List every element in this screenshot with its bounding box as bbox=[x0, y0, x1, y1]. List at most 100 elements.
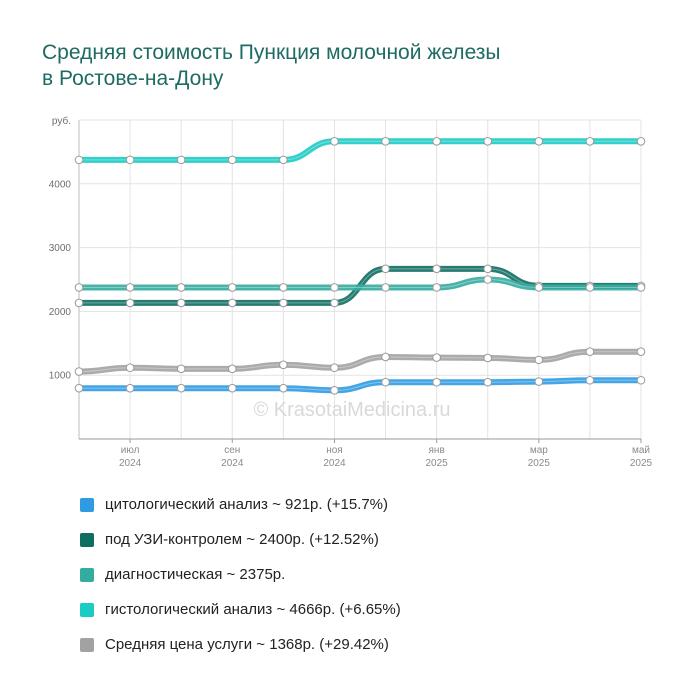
data-point[interactable] bbox=[483, 137, 493, 146]
data-point[interactable] bbox=[381, 264, 390, 274]
data-point[interactable] bbox=[330, 137, 339, 146]
chart-title-line-2: в Ростове-на-Дону bbox=[42, 67, 224, 90]
legend-swatch bbox=[80, 602, 94, 617]
series-5 bbox=[74, 347, 646, 376]
data-point[interactable] bbox=[125, 283, 135, 292]
data-point[interactable] bbox=[279, 383, 288, 393]
legend-item[interactable]: цитологический анализ ~ 921р. (+15.7%) bbox=[80, 487, 401, 522]
data-point[interactable] bbox=[432, 353, 441, 362]
data-point[interactable] bbox=[176, 283, 186, 292]
data-point[interactable] bbox=[483, 353, 493, 363]
series-lines bbox=[74, 137, 646, 395]
data-point[interactable] bbox=[585, 283, 595, 292]
data-point[interactable] bbox=[227, 383, 237, 393]
x-tick-label-month: янв bbox=[429, 445, 445, 456]
data-point[interactable] bbox=[227, 283, 237, 292]
data-point[interactable] bbox=[636, 347, 646, 357]
x-tick-label-month: сен bbox=[224, 445, 240, 456]
data-point[interactable] bbox=[74, 383, 84, 393]
data-point[interactable] bbox=[432, 137, 441, 146]
x-tick-label-year: 2025 bbox=[630, 458, 653, 469]
data-point[interactable] bbox=[125, 383, 135, 393]
data-point[interactable] bbox=[74, 283, 84, 292]
x-tick-label-year: 2024 bbox=[323, 458, 346, 469]
data-point[interactable] bbox=[227, 298, 237, 308]
data-point[interactable] bbox=[330, 386, 339, 395]
data-point[interactable] bbox=[483, 377, 493, 387]
data-point[interactable] bbox=[483, 275, 493, 284]
series-4 bbox=[74, 137, 646, 165]
y-tick-label: 2000 bbox=[49, 307, 72, 318]
x-tick-label-year: 2025 bbox=[426, 458, 449, 469]
data-point[interactable] bbox=[176, 155, 186, 165]
data-point[interactable] bbox=[636, 283, 646, 292]
legend: цитологический анализ ~ 921р. (+15.7%) п… bbox=[80, 487, 401, 662]
x-tick-label-year: 2025 bbox=[528, 458, 551, 469]
series-1 bbox=[74, 375, 646, 395]
y-tick-label: 3000 bbox=[49, 243, 72, 254]
series-line bbox=[76, 276, 644, 291]
line-chart: руб. 1000 2000 3000 4000 июл 2024 сен 2024 ноя 2… bbox=[49, 115, 653, 469]
data-point[interactable] bbox=[227, 155, 237, 165]
data-point[interactable] bbox=[381, 283, 390, 292]
series-line-highlight bbox=[78, 351, 641, 373]
legend-label: гистологический анализ ~ 4666р. (+6.65%) bbox=[105, 601, 401, 618]
data-point[interactable] bbox=[125, 298, 135, 308]
watermark: © KrasotaiMedicina.ru bbox=[253, 399, 450, 421]
data-point[interactable] bbox=[432, 283, 441, 292]
data-point[interactable] bbox=[483, 264, 493, 274]
data-point[interactable] bbox=[534, 283, 544, 292]
data-point[interactable] bbox=[227, 364, 237, 374]
legend-swatch bbox=[80, 567, 94, 582]
data-point[interactable] bbox=[176, 364, 186, 374]
x-tick-label-month: мар bbox=[530, 445, 548, 456]
data-point[interactable] bbox=[585, 137, 595, 146]
data-point[interactable] bbox=[432, 264, 441, 274]
data-point[interactable] bbox=[74, 367, 84, 376]
series-line bbox=[76, 377, 644, 394]
chart-title-line-1: Средняя стоимость Пункция молочной желез… bbox=[42, 41, 501, 64]
y-axis-unit-label: руб. bbox=[52, 115, 71, 127]
data-point[interactable] bbox=[74, 298, 84, 308]
series-line bbox=[76, 348, 644, 375]
data-point[interactable] bbox=[330, 298, 339, 308]
data-point[interactable] bbox=[636, 375, 646, 385]
x-tick-label-year: 2024 bbox=[221, 458, 244, 469]
x-axis: июл 2024 сен 2024 ноя 2024 янв 2025 мар 2025 май 20… bbox=[119, 439, 653, 469]
series-line-highlight bbox=[79, 278, 641, 288]
data-point[interactable] bbox=[330, 363, 339, 373]
series-3 bbox=[74, 275, 646, 292]
data-point[interactable] bbox=[585, 375, 595, 385]
legend-swatch bbox=[80, 637, 94, 652]
data-point[interactable] bbox=[534, 377, 544, 386]
data-point[interactable] bbox=[330, 283, 339, 292]
chart-title: Средняя стоимость Пункция молочной желез… bbox=[42, 40, 662, 92]
data-point[interactable] bbox=[534, 137, 544, 146]
data-point[interactable] bbox=[176, 298, 186, 308]
legend-item[interactable]: под УЗИ-контролем ~ 2400р. (+12.52%) bbox=[80, 522, 401, 557]
data-point[interactable] bbox=[279, 360, 288, 370]
legend-label: под УЗИ-контролем ~ 2400р. (+12.52%) bbox=[105, 531, 379, 548]
data-point[interactable] bbox=[279, 283, 288, 292]
legend-item[interactable]: Средняя цена услуги ~ 1368р. (+29.42%) bbox=[80, 627, 401, 662]
data-point[interactable] bbox=[381, 352, 390, 362]
legend-item[interactable]: гистологический анализ ~ 4666р. (+6.65%) bbox=[80, 592, 401, 627]
x-tick-label-month: июл bbox=[121, 445, 140, 456]
data-point[interactable] bbox=[636, 137, 646, 146]
y-tick-label: 1000 bbox=[49, 371, 72, 382]
data-point[interactable] bbox=[279, 155, 288, 165]
data-point[interactable] bbox=[279, 298, 288, 308]
legend-swatch bbox=[80, 497, 94, 512]
data-point[interactable] bbox=[125, 363, 135, 373]
data-point[interactable] bbox=[74, 155, 84, 165]
data-point[interactable] bbox=[381, 137, 390, 146]
legend-label: цитологический анализ ~ 921р. (+15.7%) bbox=[105, 496, 389, 513]
data-point[interactable] bbox=[176, 383, 186, 393]
data-point[interactable] bbox=[534, 355, 544, 365]
data-point[interactable] bbox=[381, 377, 390, 387]
data-point[interactable] bbox=[585, 347, 595, 357]
legend-item[interactable]: диагностическая ~ 2375р. bbox=[80, 557, 401, 592]
x-tick-label-year: 2024 bbox=[119, 458, 142, 469]
data-point[interactable] bbox=[432, 377, 441, 387]
data-point[interactable] bbox=[125, 155, 135, 165]
